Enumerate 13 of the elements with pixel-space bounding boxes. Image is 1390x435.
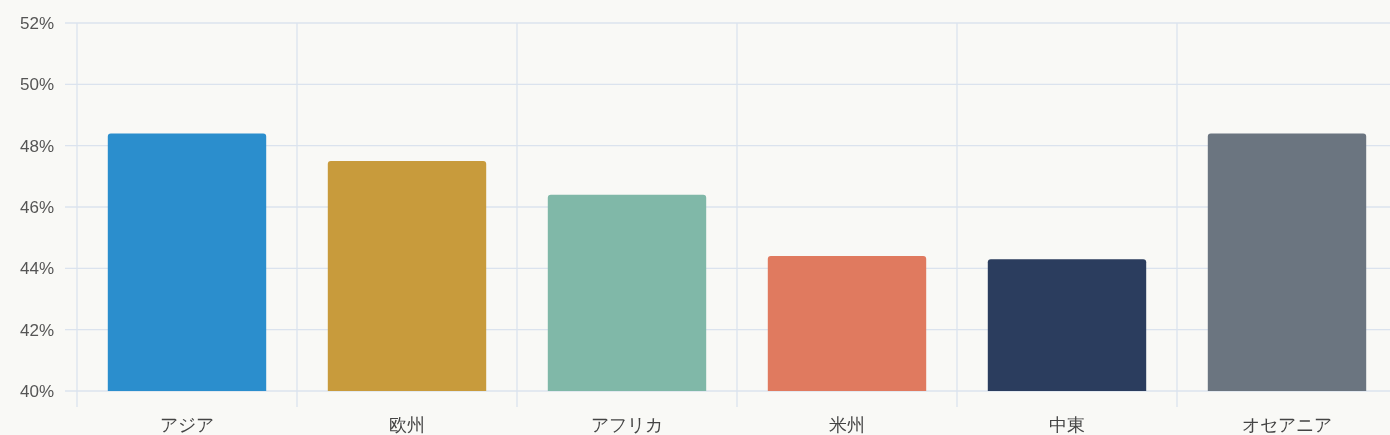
y-tick-label: 52% [19, 14, 54, 33]
y-tick-label: 48% [19, 136, 54, 156]
x-tick-label: アフリカ [591, 415, 663, 435]
x-tick-label: 米州 [829, 415, 865, 435]
y-tick-label: 44% [19, 259, 54, 279]
x-tick-label: 欧州 [389, 415, 425, 435]
y-tick-label: 50% [19, 75, 54, 95]
y-tick-label: 40% [19, 382, 54, 401]
y-tick-label: 42% [19, 320, 54, 340]
x-tick-label: アジア [160, 415, 214, 435]
x-tick-label: オセアニア [1242, 415, 1332, 435]
x-tick-label: 中東 [1049, 415, 1085, 435]
y-tick-label: 46% [19, 198, 54, 217]
